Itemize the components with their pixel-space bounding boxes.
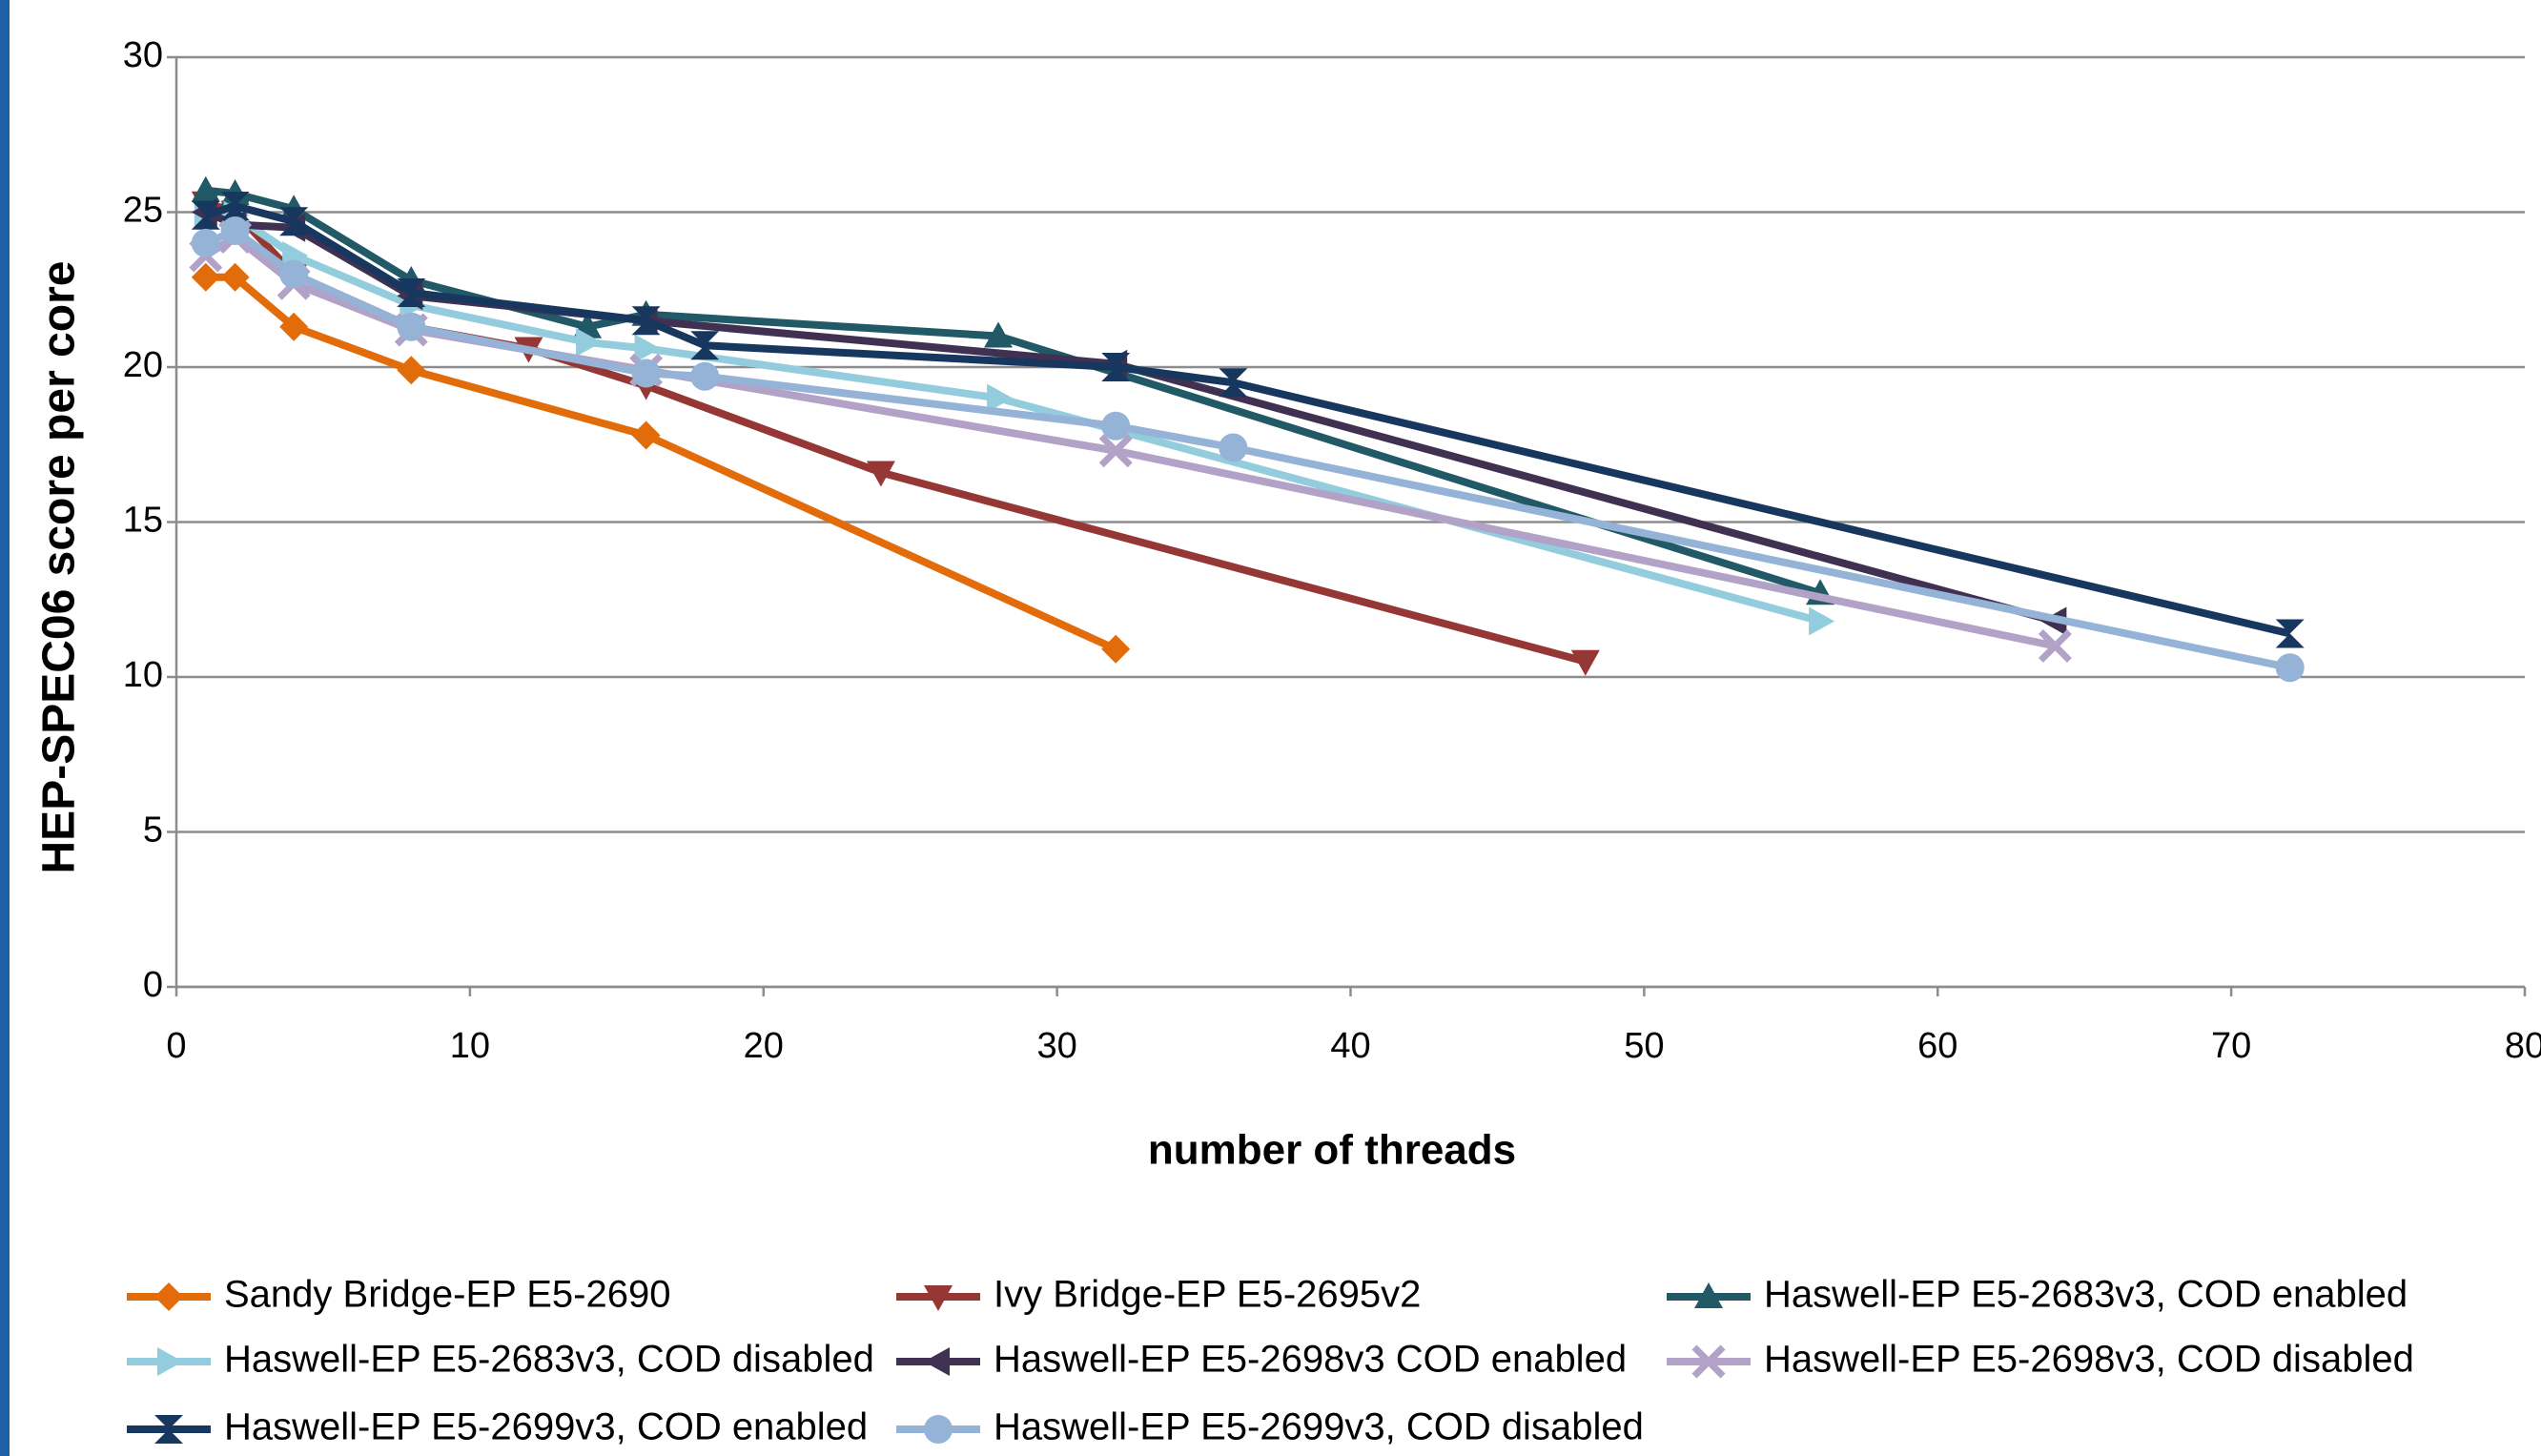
marker <box>924 1347 950 1376</box>
marker <box>397 312 426 341</box>
marker <box>279 312 309 341</box>
series <box>194 200 1835 636</box>
y-tick-label: 5 <box>143 810 163 851</box>
legend-item: Haswell-EP E5-2683v3, COD enabled <box>1667 1274 2408 1316</box>
series <box>191 192 2305 648</box>
x-tick-label: 30 <box>1036 1026 1076 1066</box>
series <box>191 197 2067 636</box>
marker <box>397 278 426 307</box>
y-axis-label: HEP-SPEC06 score per core <box>34 261 85 874</box>
marker <box>154 1282 183 1311</box>
marker <box>690 361 720 391</box>
legend-item: Haswell-EP E5-2683v3, COD disabled <box>127 1339 874 1381</box>
marker <box>576 328 603 357</box>
marker <box>2038 629 2072 663</box>
marker <box>191 229 220 257</box>
x-tick-label: 50 <box>1624 1026 1664 1066</box>
series <box>191 175 1835 605</box>
legend-item: Sandy Bridge-EP E5-2690 <box>127 1274 670 1316</box>
legend-label: Haswell-EP E5-2699v3, COD enabled <box>224 1406 868 1448</box>
marker <box>220 262 250 292</box>
marker <box>1098 434 1133 468</box>
y-tick-label: 20 <box>123 345 163 385</box>
legend-label: Haswell-EP E5-2683v3, COD enabled <box>1764 1274 2408 1316</box>
x-axis-label: number of threads <box>1148 1127 1516 1174</box>
marker <box>2275 619 2305 648</box>
marker <box>397 356 426 385</box>
marker <box>1691 1344 1726 1379</box>
series-line <box>205 211 1822 625</box>
marker <box>984 321 1014 348</box>
legend-label: Sandy Bridge-EP E5-2690 <box>224 1274 670 1316</box>
series <box>191 191 1600 676</box>
series <box>191 262 1131 664</box>
x-tick-label: 20 <box>744 1026 784 1066</box>
marker <box>924 1415 953 1444</box>
marker <box>631 420 661 450</box>
legend-label: Haswell-EP E5-2698v3 COD enabled <box>994 1339 1627 1381</box>
marker <box>924 1285 953 1311</box>
marker <box>154 1415 183 1444</box>
marker <box>690 331 720 360</box>
marker <box>1809 606 1835 636</box>
y-tick-label: 0 <box>143 965 163 1005</box>
legend-item: Ivy Bridge-EP E5-2695v2 <box>896 1274 1421 1316</box>
marker <box>2275 653 2305 683</box>
y-tick-label: 30 <box>123 35 163 75</box>
marker <box>191 175 220 202</box>
side-stripe <box>0 0 10 1456</box>
marker <box>279 259 309 289</box>
x-tick-label: 60 <box>1917 1026 1957 1066</box>
x-tick-label: 10 <box>450 1026 490 1066</box>
legend-label: Haswell-EP E5-2698v3, COD disabled <box>1764 1339 2414 1381</box>
marker <box>1101 353 1131 381</box>
legend-item: Haswell-EP E5-2699v3, COD enabled <box>127 1406 868 1448</box>
x-tick-label: 80 <box>2505 1026 2541 1066</box>
marker <box>631 306 661 336</box>
marker <box>866 461 895 487</box>
marker <box>1219 433 1248 462</box>
marker <box>1694 1282 1723 1308</box>
marker <box>191 200 220 230</box>
marker <box>631 359 661 388</box>
series-line <box>205 186 1822 598</box>
marker <box>220 216 250 245</box>
marker <box>1101 411 1131 441</box>
legend-label: Haswell-EP E5-2699v3, COD disabled <box>994 1406 1644 1448</box>
marker <box>987 383 1014 413</box>
marker <box>634 334 661 363</box>
x-tick-label: 70 <box>2211 1026 2251 1066</box>
series <box>189 220 2072 663</box>
marker <box>1219 368 1248 398</box>
y-tick-label: 25 <box>123 191 163 231</box>
marker <box>157 1347 183 1376</box>
legend-label: Ivy Bridge-EP E5-2695v2 <box>994 1274 1421 1316</box>
legend-item: Haswell-EP E5-2699v3, COD disabled <box>896 1406 1644 1448</box>
marker <box>1570 649 1600 676</box>
x-tick-label: 0 <box>166 1026 186 1066</box>
legend-label: Haswell-EP E5-2683v3, COD disabled <box>224 1339 874 1381</box>
marker <box>220 192 250 220</box>
y-tick-label: 10 <box>123 655 163 695</box>
series-line <box>204 227 2291 672</box>
marker <box>1101 634 1131 664</box>
marker <box>279 207 309 236</box>
y-tick-label: 15 <box>123 501 163 541</box>
legend-item: Haswell-EP E5-2698v3, COD disabled <box>1667 1339 2414 1381</box>
legend-item: Haswell-EP E5-2698v3 COD enabled <box>896 1339 1627 1381</box>
series <box>191 216 2305 683</box>
marker <box>191 262 220 292</box>
x-tick-label: 40 <box>1330 1026 1370 1066</box>
